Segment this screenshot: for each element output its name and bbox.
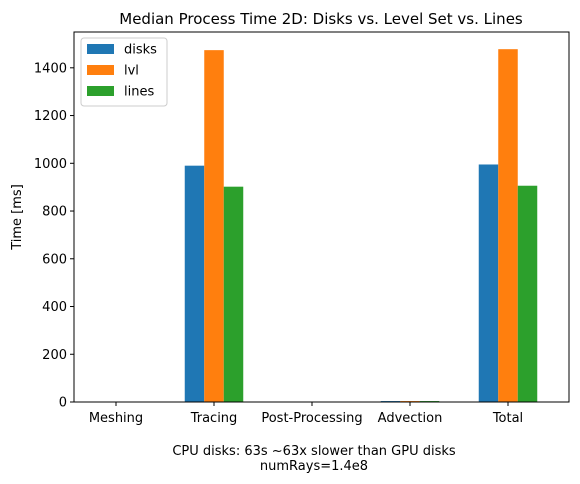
bar-disks-total: [478, 164, 499, 402]
bar-lvl-tracing: [204, 50, 224, 402]
bar-lines-tracing: [223, 186, 244, 402]
bar-lines-total: [517, 185, 538, 402]
plot-frame: [73, 31, 570, 403]
y-tick-label: 400: [42, 300, 67, 315]
y-tick-label: 0: [59, 396, 67, 411]
y-tick-label: 1400: [34, 61, 67, 76]
legend-swatch-disks: [87, 44, 114, 54]
legend: disks lvl lines: [80, 37, 168, 107]
legend-swatch-lvl: [87, 65, 114, 75]
x-axis: Meshing Tracing Post-Processing Advection To…: [89, 402, 523, 426]
x-tick-label: Advection: [378, 411, 443, 426]
legend-label-lines: lines: [124, 85, 154, 100]
y-tick-label: 1000: [34, 157, 67, 172]
y-tick-label: 1200: [34, 109, 67, 124]
y-axis-label: Time [ms]: [10, 184, 25, 251]
x-tick-label: Tracing: [190, 411, 238, 426]
y-axis: 0 200 400 600 800 1000 1200 1400: [34, 61, 74, 411]
x-axis-caption-line-2: numRays=1.4e8: [260, 459, 368, 474]
bar-disks-tracing: [184, 165, 205, 402]
x-tick-label: Post-Processing: [261, 411, 362, 426]
chart-title: Median Process Time 2D: Disks vs. Level …: [119, 10, 523, 28]
y-tick-label: 800: [42, 205, 67, 220]
legend-swatch-lines: [87, 86, 114, 96]
x-axis-caption-line-1: CPU disks: 63s ~63x slower than GPU disk…: [172, 444, 456, 459]
legend-label-disks: disks: [124, 43, 157, 58]
y-tick-label: 600: [42, 252, 67, 267]
x-tick-label: Total: [492, 411, 523, 426]
bars-group: [106, 49, 538, 402]
y-tick-label: 200: [42, 348, 67, 363]
x-tick-label: Meshing: [89, 411, 143, 426]
bar-lvl-total: [498, 49, 518, 402]
legend-label-lvl: lvl: [124, 64, 139, 79]
